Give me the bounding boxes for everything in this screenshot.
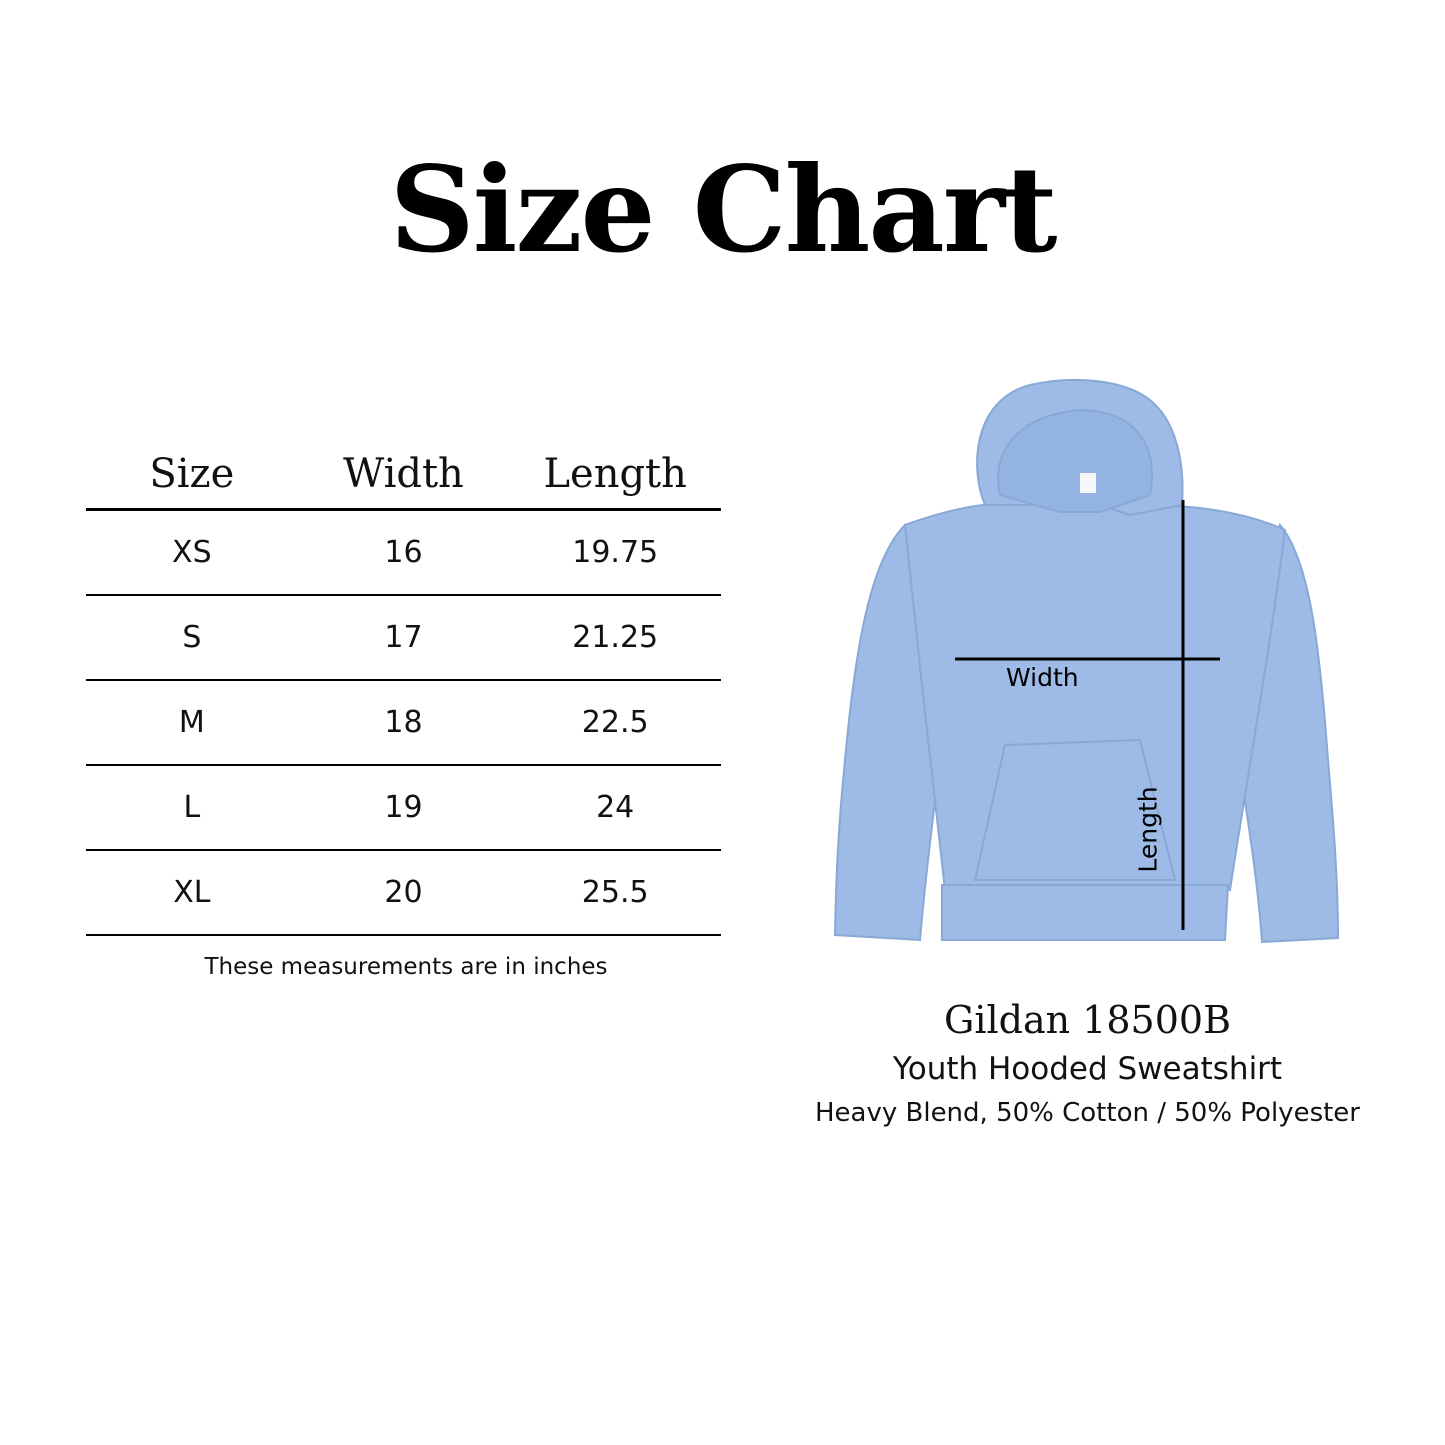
tag-icon <box>1080 473 1096 493</box>
cell-width: 16 <box>384 535 423 570</box>
size-table: Size Width Length XS 16 19.75 S 17 21.25… <box>86 440 721 936</box>
cell-length: 25.5 <box>581 875 649 910</box>
table-row: XS 16 19.75 <box>86 511 721 596</box>
cell-length: 22.5 <box>581 705 649 740</box>
table-row: S 17 21.25 <box>86 596 721 681</box>
header-length: Length <box>543 451 687 497</box>
header-width: Width <box>343 451 464 497</box>
hoodie-image <box>833 379 1340 944</box>
table-row: XL 20 25.5 <box>86 851 721 936</box>
product-type: Youth Hooded Sweatshirt <box>892 1051 1283 1087</box>
table-row: L 19 24 <box>86 766 721 851</box>
cell-width: 18 <box>384 705 423 740</box>
cell-length: 21.25 <box>572 620 659 655</box>
table-row: M 18 22.5 <box>86 681 721 766</box>
page-title: Size Chart <box>389 140 1057 279</box>
header-size: Size <box>149 451 235 497</box>
units-note: These measurements are in inches <box>204 954 608 980</box>
product-material: Heavy Blend, 50% Cotton / 50% Polyester <box>814 1098 1360 1128</box>
cell-size: XS <box>172 535 212 570</box>
cell-size: XL <box>173 875 211 910</box>
cell-length: 24 <box>596 790 635 825</box>
cell-width: 20 <box>384 875 423 910</box>
table-header: Size Width Length <box>86 440 721 511</box>
cell-size: S <box>182 620 202 655</box>
cell-width: 19 <box>384 790 423 825</box>
cell-length: 19.75 <box>572 535 659 570</box>
product-name: Gildan 18500B <box>943 998 1231 1042</box>
cell-size: L <box>183 790 201 825</box>
cell-size: M <box>178 705 205 740</box>
cell-width: 17 <box>384 620 423 655</box>
width-label: Width <box>1006 663 1079 692</box>
length-label: Length <box>1133 786 1163 873</box>
